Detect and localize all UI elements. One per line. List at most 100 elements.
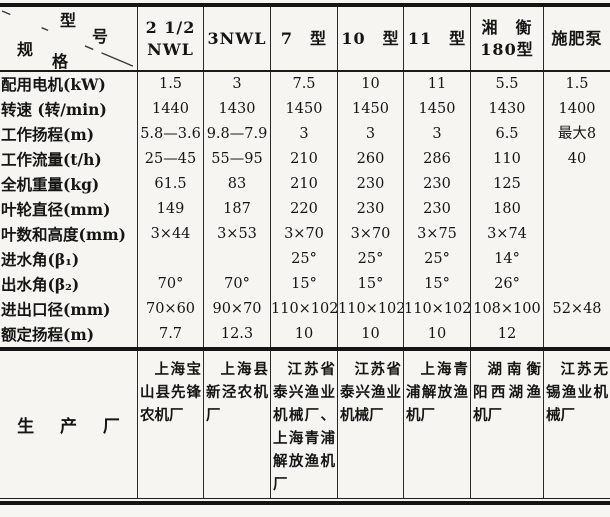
spec-value-cell (543, 322, 610, 347)
spec-value-cell: 12 (470, 322, 543, 347)
spec-value-cell: 286 (403, 147, 470, 172)
column-header-xiangheng-180: 湘 衡 180型 (470, 7, 543, 70)
diagonal-corner-cell: 型 号 规 格 (0, 7, 137, 71)
manufacturer-cell: 上海青浦解放渔机厂 (403, 351, 470, 498)
spec-value-cell: 25° (337, 247, 403, 272)
spec-value-cell (543, 172, 610, 197)
spec-value-cell: 110×102 (337, 297, 403, 322)
spec-value-cell (137, 247, 203, 272)
spec-value-cell: 1430 (203, 97, 270, 122)
spec-value-cell: 230 (403, 197, 470, 222)
spec-row-label: 额定扬程(m) (1, 325, 95, 344)
spec-value-cell: 12.3 (203, 322, 270, 347)
spec-rows-section: 配用电机(kW) 1.5 3 7.5 10 11 5.5 1.5 转速 (转/min) 1440 1… (0, 72, 610, 347)
spec-value-cell: 3 (337, 122, 403, 147)
spec-value-cell: 90×70 (203, 297, 270, 322)
table-header-row: 型 号 规 格 2 1/2 NWL 3NWL 7 型 10 型 11 型 (0, 7, 610, 72)
manufacturer-cell: 上海县新泾农机厂 (203, 351, 270, 498)
spec-row: 全机重量(kg) 61.5 83 210 230 230 125 (0, 172, 610, 197)
spec-row-label: 转速 (转/min) (1, 100, 107, 119)
spec-value-cell: 15° (403, 272, 470, 297)
corner-top-label-char: 型 (60, 11, 78, 30)
spec-value-cell: 110×102 (403, 297, 470, 322)
corner-bottom-label-char: 格 (52, 52, 70, 71)
column-header-line: NWL (147, 39, 194, 59)
spec-value-cell: 15° (337, 272, 403, 297)
spec-value-cell: 5.8—3.6 (137, 122, 203, 147)
spec-row-label: 进水角(β₁) (1, 250, 80, 269)
spec-value-cell: 210 (270, 147, 337, 172)
column-header-2half-nwl: 2 1/2 NWL (137, 7, 203, 70)
spec-value-cell: 210 (270, 172, 337, 197)
diagonal-line (1, 10, 136, 68)
spec-row-label: 叶数和高度(mm) (1, 225, 126, 244)
column-header-fertilizer-pump: 施肥泵 (543, 7, 610, 70)
manufacturer-row-label: 生 产 厂 (17, 417, 130, 437)
spec-value-cell: 25° (270, 247, 337, 272)
spec-value-cell (543, 272, 610, 297)
spec-value-cell: 14° (470, 247, 543, 272)
spec-value-cell: 26° (470, 272, 543, 297)
spec-value-cell: 110×102 (270, 297, 337, 322)
spec-value-cell: 3 (203, 72, 270, 97)
spec-value-cell: 3×70 (270, 222, 337, 247)
column-header-10: 10 型 (337, 7, 403, 70)
spec-value-cell: 108×100 (470, 297, 543, 322)
spec-value-cell: 110 (470, 147, 543, 172)
spec-value-cell: 61.5 (137, 172, 203, 197)
spec-value-cell: 10 (337, 72, 403, 97)
spec-row-label: 出水角(β₂) (1, 275, 80, 294)
spec-row-label: 全机重量(kg) (1, 175, 100, 194)
spec-row: 工作扬程(m) 5.8—3.6 9.8—7.9 3 3 3 6.5 最大8 (0, 122, 610, 147)
spec-value-cell: 1.5 (137, 72, 203, 97)
spec-value-cell: 230 (403, 172, 470, 197)
column-header-line: 3NWL (207, 28, 267, 48)
spec-value-cell: 9.8—7.9 (203, 122, 270, 147)
manufacturer-cell: 上海宝山县先锋农机厂 (137, 351, 203, 498)
spec-value-cell: 230 (337, 172, 403, 197)
table-bottom-thin-border (0, 498, 610, 499)
spec-value-cell (543, 247, 610, 272)
column-header-11: 11 型 (403, 7, 470, 70)
spec-value-cell: 10 (337, 322, 403, 347)
spec-row-label: 工作流量(t/h) (1, 150, 102, 169)
spec-row: 叶轮直径(mm) 149 187 220 230 230 180 (0, 197, 610, 222)
manufacturer-cell: 江苏省泰兴渔业机械厂 (337, 351, 403, 498)
spec-value-cell: 3 (403, 122, 470, 147)
column-header-3nwl: 3NWL (203, 7, 270, 70)
spec-value-cell (543, 197, 610, 222)
spec-value-cell: 149 (137, 197, 203, 222)
spec-row-label: 叶轮直径(mm) (1, 200, 111, 219)
spec-row-label: 工作扬程(m) (1, 125, 95, 144)
spec-value-cell: 83 (203, 172, 270, 197)
table-top-border (0, 3, 610, 7)
spec-value-cell: 11 (403, 72, 470, 97)
corner-top-label-char: 号 (92, 27, 110, 46)
pump-spec-table: 型 号 规 格 2 1/2 NWL 3NWL 7 型 10 型 11 型 (0, 3, 610, 505)
manufacturer-cell: 湖南衡阳西湖渔机厂 (470, 351, 543, 498)
spec-value-cell: 10 (403, 322, 470, 347)
spec-value-cell: 260 (337, 147, 403, 172)
spec-value-cell: 3×44 (137, 222, 203, 247)
spec-value-cell: 70×60 (137, 297, 203, 322)
spec-value-cell: 52×48 (543, 297, 610, 322)
spec-value-cell: 187 (203, 197, 270, 222)
spec-value-cell: 230 (337, 197, 403, 222)
spec-value-cell: 3×70 (337, 222, 403, 247)
column-header-line: 10 型 (341, 28, 400, 48)
spec-value-cell: 1450 (337, 97, 403, 122)
manufacturer-cell: 江苏省泰兴渔业机械厂、上海青浦解放渔机厂 (270, 351, 337, 498)
column-header-line: 180型 (480, 39, 534, 59)
spec-value-cell: 15° (270, 272, 337, 297)
spec-value-cell: 1400 (543, 97, 610, 122)
spec-value-cell: 125 (470, 172, 543, 197)
spec-value-cell: 1.5 (543, 72, 610, 97)
manufacturer-cell: 江苏无锡渔业机械厂 (543, 351, 610, 498)
spec-row: 叶数和高度(mm) 3×44 3×53 3×70 3×70 3×75 3×74 (0, 222, 610, 247)
spec-row: 出水角(β₂) 70° 70° 15° 15° 15° 26° (0, 272, 610, 297)
spec-value-cell: 3×53 (203, 222, 270, 247)
spec-value-cell: 40 (543, 147, 610, 172)
spec-value-cell: 3 (270, 122, 337, 147)
corner-bottom-label-char: 规 (17, 40, 35, 59)
